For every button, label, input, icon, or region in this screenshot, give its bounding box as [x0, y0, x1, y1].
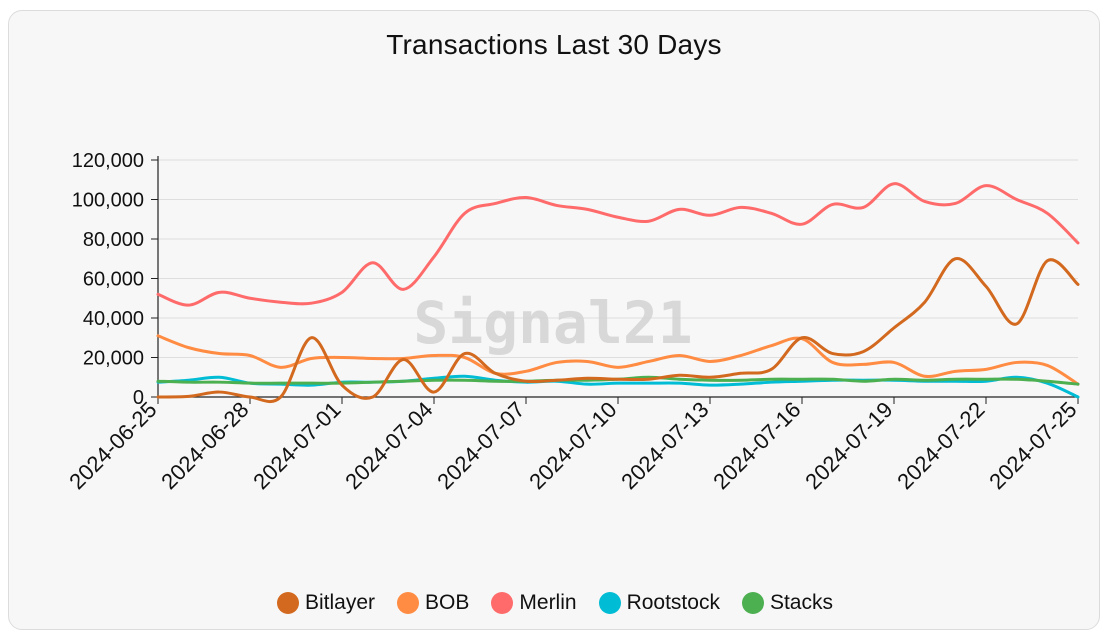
series-line-bitlayer [156, 257, 1080, 404]
chart-card: Transactions Last 30 Days [8, 10, 1100, 630]
legend-item-bob[interactable]: BOB [397, 591, 469, 615]
y-tick-label: 80,000 [83, 229, 144, 251]
x-tick-label: 2024-07-07 [432, 397, 529, 494]
legend-swatch [598, 592, 621, 614]
chart-title: Transactions Last 30 Days [386, 29, 722, 60]
chart-legend: Bitlayer BOB Merlin Rootstock Stacks [0, 588, 1110, 618]
legend-label: Rootstock [626, 591, 720, 614]
legend-label: Stacks [769, 591, 833, 614]
legend-swatch [491, 592, 514, 614]
legend-label: BOB [425, 591, 470, 614]
y-tick-label: 100,000 [72, 190, 144, 212]
x-tick-label: 2024-07-16 [708, 397, 805, 494]
legend-item-stacks[interactable]: Stacks [741, 591, 833, 615]
y-tick-label: 40,000 [83, 308, 144, 330]
series-line-merlin [156, 182, 1080, 307]
x-tick-label: 2024-07-22 [892, 397, 989, 494]
legend-item-bitlayer[interactable]: Bitlayer [277, 591, 375, 615]
x-tick-label: 2024-07-25 [984, 397, 1081, 494]
y-tick-label: 20,000 [83, 348, 144, 370]
legend-item-merlin[interactable]: Merlin [491, 591, 577, 615]
watermark: Signal21 [413, 289, 692, 357]
series-line-bob [156, 334, 1080, 386]
x-tick-label: 2024-06-25 [64, 397, 161, 494]
x-tick-label: 2024-07-01 [248, 397, 345, 494]
x-tick-label: 2024-07-13 [616, 397, 713, 494]
legend-swatch [277, 592, 299, 614]
y-tick-label: 120,000 [72, 150, 144, 172]
x-tick-label: 2024-07-04 [340, 397, 437, 494]
x-tick-label: 2024-07-10 [524, 397, 621, 494]
legend-swatch [741, 592, 764, 614]
x-tick-label: 2024-07-19 [800, 397, 897, 494]
y-tick-label: 60,000 [83, 269, 144, 291]
legend-swatch [397, 592, 420, 614]
legend-label: Bitlayer [305, 591, 376, 614]
x-tick-label: 2024-06-28 [156, 397, 253, 494]
legend-label: Merlin [519, 591, 577, 614]
y-tick-label: 0 [133, 387, 144, 409]
legend-item-rootstock[interactable]: Rootstock [598, 591, 720, 615]
